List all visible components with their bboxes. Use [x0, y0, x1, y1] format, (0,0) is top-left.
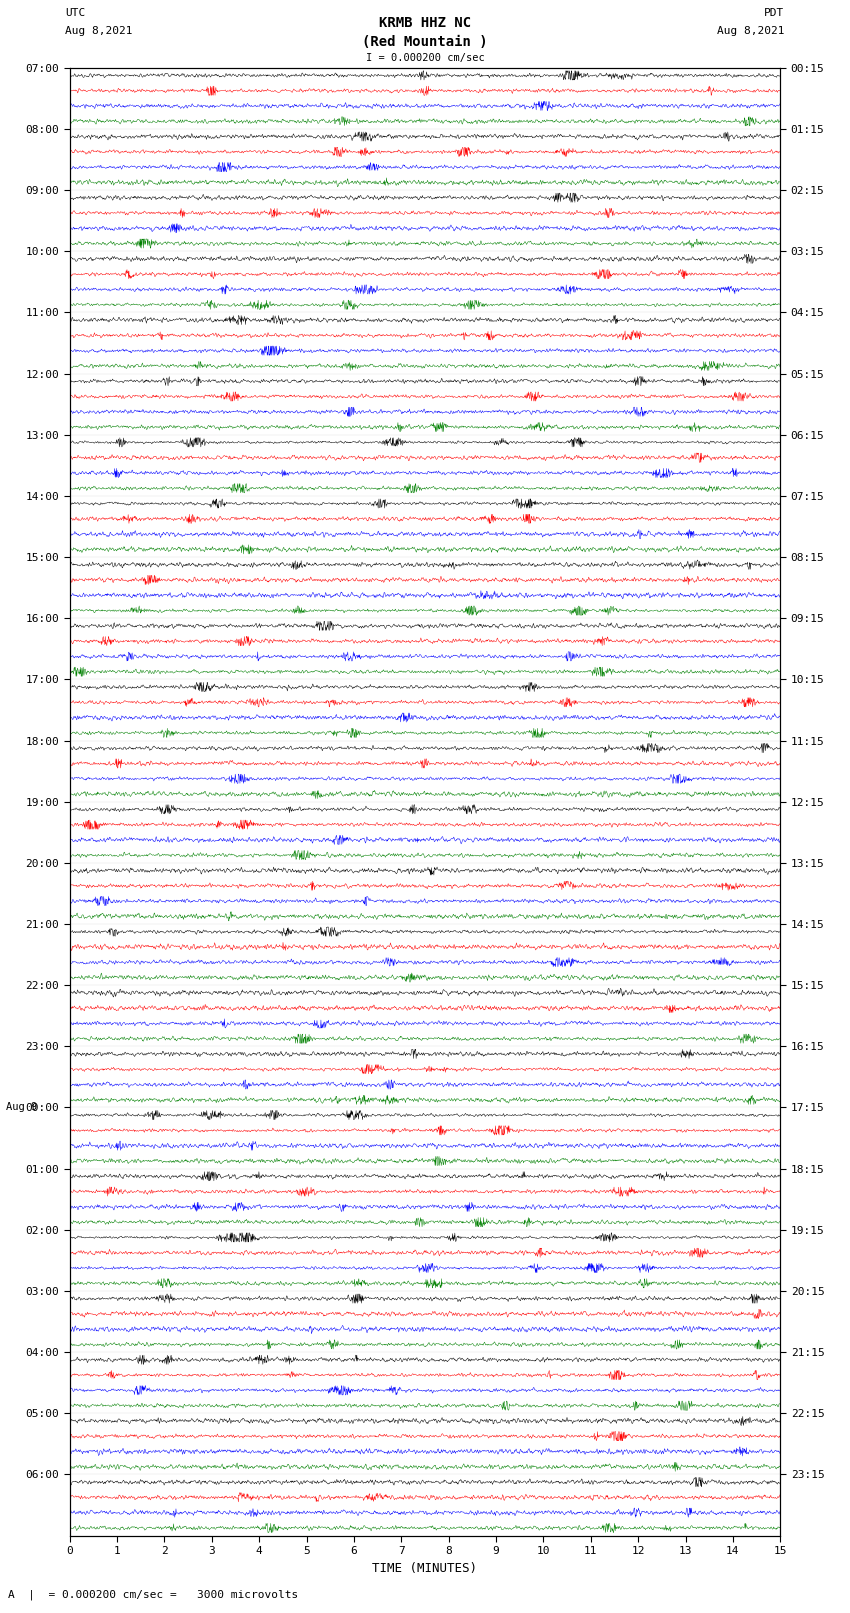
Text: UTC: UTC: [65, 8, 86, 18]
Text: KRMB HHZ NC: KRMB HHZ NC: [379, 16, 471, 31]
Text: I = 0.000200 cm/sec: I = 0.000200 cm/sec: [366, 53, 484, 63]
Text: PDT: PDT: [764, 8, 785, 18]
Text: (Red Mountain ): (Red Mountain ): [362, 35, 488, 50]
Text: A  |  = 0.000200 cm/sec =   3000 microvolts: A | = 0.000200 cm/sec = 3000 microvolts: [8, 1589, 298, 1600]
Text: Aug 9: Aug 9: [6, 1102, 37, 1113]
Text: Aug 8,2021: Aug 8,2021: [717, 26, 785, 35]
Text: Aug 8,2021: Aug 8,2021: [65, 26, 133, 35]
X-axis label: TIME (MINUTES): TIME (MINUTES): [372, 1561, 478, 1574]
